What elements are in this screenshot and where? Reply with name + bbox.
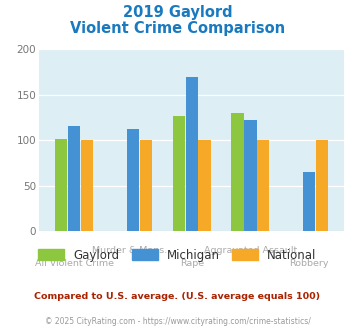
Text: © 2025 CityRating.com - https://www.cityrating.com/crime-statistics/: © 2025 CityRating.com - https://www.city… [45, 317, 310, 326]
Bar [186, 77, 198, 231]
Bar [68, 126, 81, 231]
Text: Violent Crime Comparison: Violent Crime Comparison [70, 21, 285, 36]
Bar [55, 139, 67, 231]
Text: 2019 Gaylord: 2019 Gaylord [123, 5, 232, 20]
Bar [257, 140, 269, 231]
Text: Compared to U.S. average. (U.S. average equals 100): Compared to U.S. average. (U.S. average … [34, 292, 321, 301]
Bar [303, 172, 315, 231]
Bar [198, 140, 211, 231]
Bar [140, 140, 152, 231]
Text: All Violent Crime: All Violent Crime [35, 259, 114, 268]
Text: Aggravated Assault: Aggravated Assault [204, 246, 297, 255]
Bar [127, 129, 139, 231]
Text: Murder & Mans...: Murder & Mans... [92, 246, 174, 255]
Bar [244, 120, 257, 231]
Text: Rape: Rape [180, 259, 204, 268]
Bar [316, 140, 328, 231]
Text: Robbery: Robbery [289, 259, 329, 268]
Legend: Gaylord, Michigan, National: Gaylord, Michigan, National [34, 244, 321, 266]
Bar [81, 140, 93, 231]
Bar [231, 113, 244, 231]
Bar [173, 116, 185, 231]
